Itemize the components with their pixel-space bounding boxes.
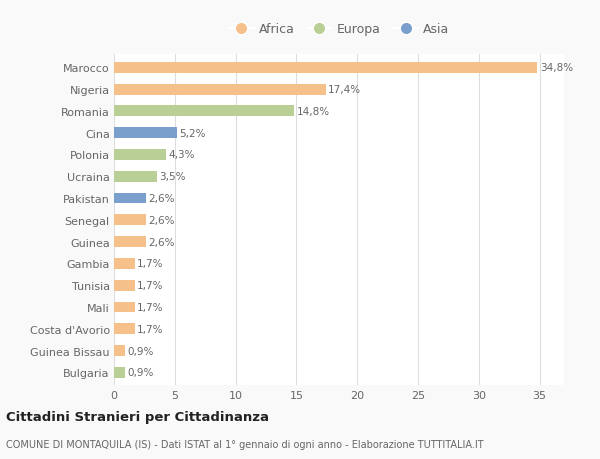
- Text: COMUNE DI MONTAQUILA (IS) - Dati ISTAT al 1° gennaio di ogni anno - Elaborazione: COMUNE DI MONTAQUILA (IS) - Dati ISTAT a…: [6, 440, 484, 449]
- Text: 1,7%: 1,7%: [137, 280, 164, 291]
- Text: 17,4%: 17,4%: [328, 85, 361, 95]
- Bar: [114, 258, 134, 269]
- Text: 1,7%: 1,7%: [137, 259, 164, 269]
- Text: 2,6%: 2,6%: [148, 237, 175, 247]
- Text: 2,6%: 2,6%: [148, 215, 175, 225]
- Text: 5,2%: 5,2%: [179, 129, 206, 138]
- Bar: [114, 302, 134, 313]
- Text: 0,9%: 0,9%: [127, 346, 154, 356]
- Text: 4,3%: 4,3%: [169, 150, 195, 160]
- Text: 1,7%: 1,7%: [137, 324, 164, 334]
- Bar: [114, 106, 294, 117]
- Bar: [114, 215, 146, 226]
- Bar: [114, 150, 166, 161]
- Bar: [114, 128, 177, 139]
- Bar: [114, 171, 157, 182]
- Legend: Africa, Europa, Asia: Africa, Europa, Asia: [223, 18, 455, 41]
- Text: 2,6%: 2,6%: [148, 194, 175, 204]
- Bar: [114, 193, 146, 204]
- Text: 1,7%: 1,7%: [137, 302, 164, 312]
- Bar: [114, 280, 134, 291]
- Text: Cittadini Stranieri per Cittadinanza: Cittadini Stranieri per Cittadinanza: [6, 410, 269, 423]
- Bar: [114, 63, 537, 73]
- Bar: [114, 367, 125, 378]
- Text: 14,8%: 14,8%: [296, 106, 329, 117]
- Bar: [114, 345, 125, 356]
- Text: 3,5%: 3,5%: [159, 172, 185, 182]
- Bar: [114, 324, 134, 335]
- Bar: [114, 237, 146, 247]
- Bar: [114, 84, 326, 95]
- Text: 34,8%: 34,8%: [539, 63, 573, 73]
- Text: 0,9%: 0,9%: [127, 368, 154, 377]
